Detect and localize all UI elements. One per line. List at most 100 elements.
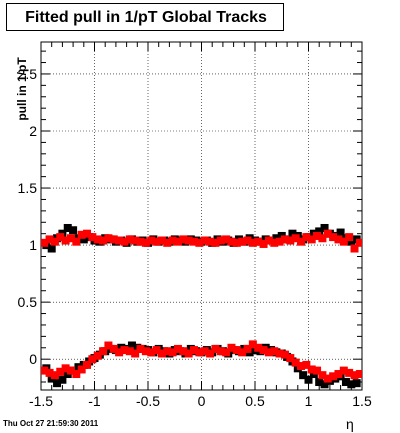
- data-point: [288, 229, 297, 238]
- data-point: [243, 344, 252, 353]
- data-point: [323, 229, 332, 238]
- data-point: [72, 370, 81, 379]
- data-point: [211, 344, 220, 353]
- data-point: [318, 234, 327, 243]
- data-point: [329, 233, 338, 242]
- data-point: [302, 360, 311, 369]
- data-point: [248, 340, 257, 349]
- data-point: [270, 238, 279, 247]
- data-point: [275, 237, 284, 246]
- data-point: [147, 236, 156, 245]
- data-point: [136, 344, 145, 353]
- data-point: [99, 347, 108, 356]
- x-tick-label: 1.5: [352, 393, 372, 409]
- data-point: [211, 238, 220, 247]
- data-point: [83, 229, 92, 238]
- data-point: [179, 347, 188, 356]
- data-point: [345, 233, 354, 242]
- data-point: [93, 235, 102, 244]
- data-point: [355, 238, 362, 247]
- data-point: [66, 234, 75, 243]
- data-point: [109, 344, 118, 353]
- data-point: [173, 344, 182, 353]
- data-point: [238, 348, 247, 357]
- data-point: [50, 371, 59, 380]
- data-point: [195, 238, 204, 247]
- data-point: [77, 230, 86, 239]
- data-point: [222, 235, 231, 244]
- data-point: [339, 366, 348, 375]
- data-point: [56, 367, 65, 376]
- data-point: [275, 349, 284, 358]
- data-point: [341, 378, 350, 387]
- data-point: [47, 244, 56, 253]
- y-tick-label: 0: [29, 351, 37, 367]
- data-point: [291, 358, 300, 367]
- data-point: [264, 348, 273, 357]
- data-point: [238, 237, 247, 246]
- data-point: [120, 346, 129, 355]
- data-point: [131, 236, 140, 245]
- data-point: [127, 341, 136, 350]
- data-point: [227, 343, 236, 352]
- data-point: [216, 236, 225, 245]
- data-point: [347, 237, 356, 246]
- data-point: [195, 348, 204, 357]
- data-point: [299, 371, 308, 380]
- x-tick-label: -1: [88, 393, 101, 409]
- data-point: [280, 350, 289, 359]
- data-point: [232, 346, 241, 355]
- data-point: [83, 360, 92, 369]
- data-point: [157, 349, 166, 358]
- data-point: [50, 237, 59, 246]
- data-point: [190, 237, 199, 246]
- data-point: [120, 237, 129, 246]
- data-point: [352, 379, 361, 388]
- data-point: [168, 236, 177, 245]
- data-point: [318, 371, 327, 380]
- data-point: [302, 233, 311, 242]
- data-point: [104, 234, 113, 243]
- data-point: [168, 348, 177, 357]
- data-point: [307, 235, 316, 244]
- y-tick-label: 2.5: [18, 66, 38, 82]
- x-axis-label: η: [346, 416, 354, 432]
- data-point: [286, 236, 295, 245]
- data-point: [41, 366, 49, 375]
- data-point: [88, 233, 97, 242]
- data-point: [157, 236, 166, 245]
- data-point: [131, 349, 140, 358]
- data-point: [200, 347, 209, 356]
- data-point: [190, 346, 199, 355]
- data-point: [125, 347, 134, 356]
- data-point: [99, 236, 108, 245]
- data-point: [254, 343, 263, 352]
- y-tick-label: 0.5: [18, 294, 38, 310]
- data-point: [63, 223, 72, 232]
- x-tick-label: 0: [198, 393, 206, 409]
- data-point: [79, 235, 88, 244]
- data-point: [232, 238, 241, 247]
- data-point: [297, 362, 306, 371]
- data-point: [286, 354, 295, 363]
- data-point: [350, 371, 359, 380]
- data-point: [336, 228, 345, 237]
- data-point: [141, 238, 150, 247]
- data-point: [291, 234, 300, 243]
- data-point: [206, 237, 215, 246]
- data-point: [350, 244, 359, 253]
- data-point: [115, 236, 124, 245]
- data-point: [334, 235, 343, 244]
- y-tick-label: 2: [29, 123, 37, 139]
- data-point: [254, 237, 263, 246]
- data-point: [297, 237, 306, 246]
- data-point: [115, 348, 124, 357]
- data-point: [53, 379, 62, 388]
- y-axis-label: pull in 1/pT: [15, 57, 29, 121]
- data-point: [45, 235, 54, 244]
- data-point: [304, 375, 313, 384]
- data-point: [264, 236, 273, 245]
- data-point: [147, 348, 156, 357]
- y-tick-label: 1.5: [18, 180, 38, 196]
- data-point: [61, 236, 70, 245]
